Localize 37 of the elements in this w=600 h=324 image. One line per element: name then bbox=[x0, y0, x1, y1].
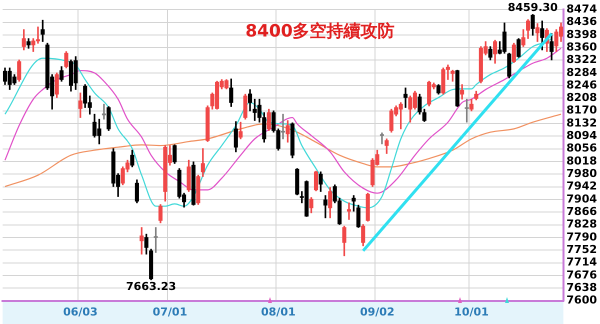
annotation: 8459.30 bbox=[508, 0, 558, 14]
y-tick-label: 8208 bbox=[566, 91, 598, 104]
y-tick-label: 7752 bbox=[566, 243, 598, 256]
y-tick-label: 7676 bbox=[566, 268, 598, 282]
y-tick-label: 8398 bbox=[566, 28, 598, 41]
y-tick-label: 7828 bbox=[566, 218, 598, 231]
y-tick-label: 8170 bbox=[566, 104, 598, 117]
y-tick-label: 7600 bbox=[566, 294, 598, 307]
y-tick-label: 7904 bbox=[566, 192, 598, 206]
y-tick-label: 8246 bbox=[566, 78, 598, 92]
y-tick-label: 8094 bbox=[566, 129, 598, 142]
x-tick-label: 09/02 bbox=[360, 305, 395, 318]
line-series bbox=[4, 114, 562, 188]
y-tick-label: 7942 bbox=[566, 180, 598, 193]
candlestick bbox=[404, 88, 408, 108]
y-tick-label: 7714 bbox=[566, 256, 598, 269]
candlestick bbox=[346, 202, 352, 220]
x-tick-label: 07/01 bbox=[152, 305, 188, 318]
y-tick-label: 7638 bbox=[566, 281, 598, 294]
y-tick-label: 8056 bbox=[566, 142, 598, 155]
y-tick-label: 8132 bbox=[566, 116, 598, 130]
y-tick-label: 8018 bbox=[566, 154, 598, 168]
y-tick-label: 8474 bbox=[566, 2, 598, 16]
y-tick-label: 8284 bbox=[566, 66, 598, 79]
y-tick-label: 8360 bbox=[566, 40, 598, 54]
x-tick-label: 10/01 bbox=[454, 305, 489, 318]
x-tick-label: 06/03 bbox=[63, 305, 98, 318]
y-tick-label: 7980 bbox=[566, 167, 598, 180]
line-series bbox=[4, 48, 562, 194]
y-tick-label: 8436 bbox=[566, 15, 598, 28]
x-tick-label: 08/01 bbox=[260, 305, 296, 318]
candlestick bbox=[380, 132, 384, 144]
annotation: 7663.23 bbox=[126, 280, 176, 294]
text: 8400多空持續攻防 bbox=[245, 21, 395, 42]
y-tick-label: 7866 bbox=[566, 205, 598, 218]
y-tick-label: 7790 bbox=[566, 230, 598, 244]
y-tick-label: 8322 bbox=[566, 53, 598, 66]
